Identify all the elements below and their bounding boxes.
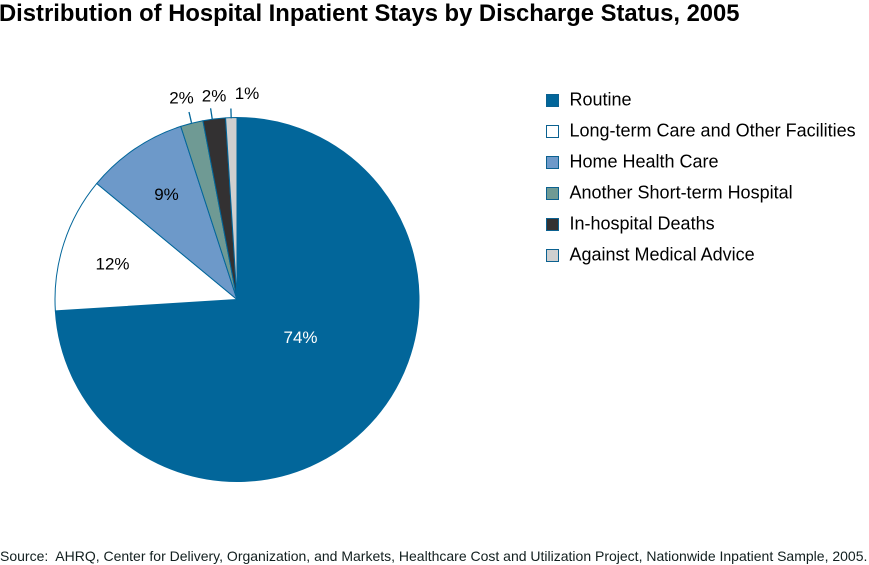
svg-text:1%: 1% [235, 84, 260, 103]
svg-text:74%: 74% [283, 328, 317, 347]
svg-text:9%: 9% [154, 185, 179, 204]
svg-text:2%: 2% [169, 89, 194, 108]
svg-text:2%: 2% [202, 87, 227, 106]
svg-text:12%: 12% [95, 255, 129, 274]
